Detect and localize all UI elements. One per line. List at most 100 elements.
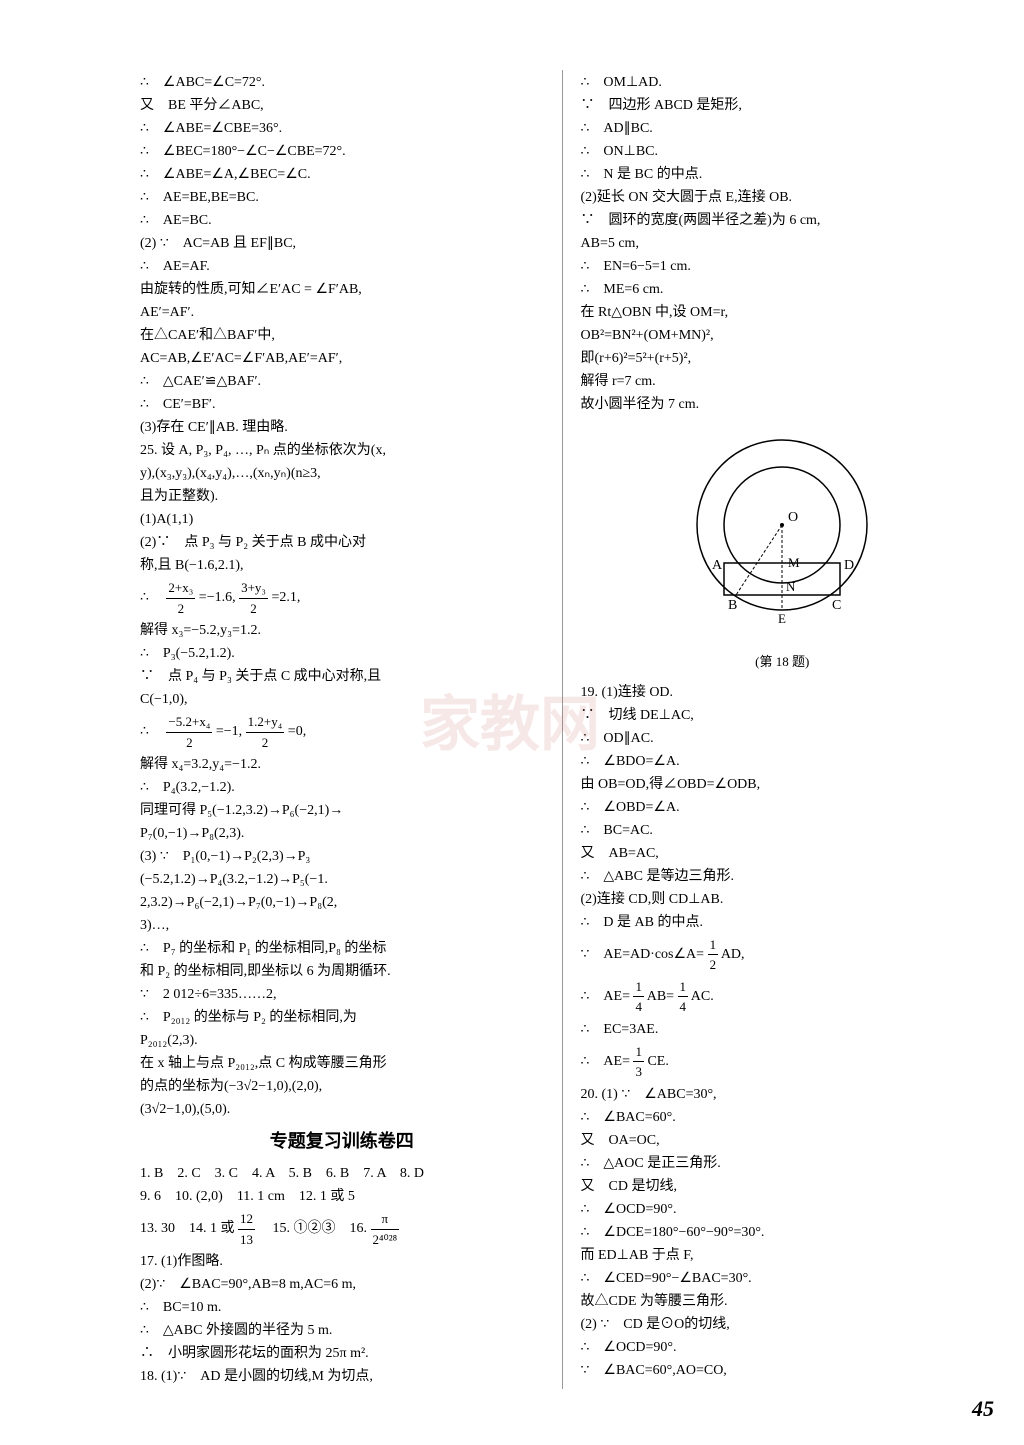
text-line: ∴ ∠BAC=60°.: [581, 1107, 985, 1128]
numerator: 1.2+y₄: [246, 712, 285, 733]
text-line: (2) ∵ CD 是⊙O的切线,: [581, 1314, 985, 1335]
numerator: 1: [678, 977, 689, 998]
text: =2.1,: [271, 590, 300, 605]
text-line: 25. 设 A, P₃, P₄, …, Pₙ 点的坐标依次为(x,: [140, 440, 544, 461]
numerator: 12: [238, 1209, 255, 1230]
text-line: (2)延长 ON 交大圆于点 E,连接 OB.: [581, 187, 985, 208]
text-line: ∴ AD∥BC.: [581, 118, 985, 139]
fraction: 1 4: [633, 977, 644, 1017]
text-line: ∴ OD∥AC.: [581, 728, 985, 749]
numerator: 1: [633, 977, 644, 998]
text-line: 1. B 2. C 3. C 4. A 5. B 6. B 7. A 8. D: [140, 1163, 544, 1184]
text: 13. 30 14. 1 或: [140, 1221, 235, 1236]
text-line: ∴ OM⊥AD.: [581, 72, 985, 93]
denominator: 2: [246, 733, 285, 753]
text-line: 在 x 轴上与点 P₂₀₁₂,点 C 构成等腰三角形: [140, 1053, 544, 1074]
numerator: 1: [633, 1042, 644, 1063]
text-line: ∴ P₇ 的坐标和 P₁ 的坐标相同,P₈ 的坐标: [140, 938, 544, 959]
fraction: 1 3: [633, 1042, 644, 1082]
text-line: 由旋转的性质,可知∠E′AC = ∠F′AB,: [140, 279, 544, 300]
text-line: (2) ∵ AC=AB 且 EF∥BC,: [140, 233, 544, 254]
label-M: M: [788, 555, 800, 570]
text: CE.: [647, 1054, 668, 1069]
text-line: AB=5 cm,: [581, 233, 985, 254]
text-line: P₂₀₁₂(2,3).: [140, 1030, 544, 1051]
text: =−1.6,: [199, 590, 239, 605]
denominator: 2: [166, 733, 212, 753]
label-C: C: [832, 598, 841, 613]
text-line: AE′=AF′.: [140, 302, 544, 323]
figure-18: O A D B C M N E (第 18 题): [581, 425, 985, 672]
text-line: ∴ ∠BDO=∠A.: [581, 751, 985, 772]
text-line: 9. 6 10. (2,0) 11. 1 cm 12. 1 或 5: [140, 1186, 544, 1207]
text-line: ∴ ∠DCE=180°−60°−90°=30°.: [581, 1222, 985, 1243]
text-line: (2)∵ ∠BAC=90°,AB=8 m,AC=6 m,: [140, 1274, 544, 1295]
text-line: ∵ 四边形 ABCD 是矩形,: [581, 95, 985, 116]
text-line: 又 AB=AC,: [581, 843, 985, 864]
text-line: ∴ ∠OBD=∠A.: [581, 797, 985, 818]
denominator: 4: [678, 997, 689, 1017]
label-E: E: [778, 611, 786, 626]
text-line: 19. (1)连接 OD.: [581, 682, 985, 703]
fraction: π 2⁴⁰²⁸: [371, 1209, 400, 1249]
text-line: 17. (1)作图略.: [140, 1251, 544, 1272]
denominator: 2: [708, 955, 719, 975]
text-line: ∴ ∠ABE=∠CBE=36°.: [140, 118, 544, 139]
answer-line-13: 13. 30 14. 1 或 12 13 15. ①②③ 16. π 2⁴⁰²⁸: [140, 1209, 544, 1249]
text-line: ∴ ∠ABC=∠C=72°.: [140, 72, 544, 93]
text-line: 而 ED⊥AB 于点 F,: [581, 1245, 985, 1266]
text-line: ∴ ∠CED=90°−∠BAC=30°.: [581, 1268, 985, 1289]
label-D: D: [844, 558, 854, 573]
text-line: 故△CDE 为等腰三角形.: [581, 1291, 985, 1312]
text: ∵ AE=AD·cos∠A=: [581, 947, 705, 962]
text-line: ∴ △ABC 外接圆的半径为 5 m.: [140, 1320, 544, 1341]
fraction: 1 2: [708, 935, 719, 975]
denominator: 4: [633, 997, 644, 1017]
text-line: ∴ AE=AF.: [140, 256, 544, 277]
denominator: 2⁴⁰²⁸: [371, 1230, 400, 1250]
fraction: 2+x₃ 2: [166, 578, 195, 618]
text-line: ∴ ME=6 cm.: [581, 279, 985, 300]
label-N: N: [786, 579, 796, 594]
page-number: 45: [972, 1392, 994, 1425]
text-line: 由 OB=OD,得∠OBD=∠ODB,: [581, 774, 985, 795]
text: AB=: [647, 989, 674, 1004]
text-line: ∵ ∠BAC=60°,AO=CO,: [581, 1360, 985, 1381]
text-line: ∵ 2 012÷6=335……2,: [140, 984, 544, 1005]
text-line: ∴ ∠BEC=180°−∠C−∠CBE=72°.: [140, 141, 544, 162]
fraction: 3+y₃ 2: [239, 578, 268, 618]
denominator: 2: [239, 599, 268, 619]
text-line: y),(x₃,y₃),(x₄,y₄),…,(xₙ,yₙ)(n≥3,: [140, 463, 544, 484]
text-line: ∴ BC=10 m.: [140, 1297, 544, 1318]
text-line: OB²=BN²+(OM+MN)²,: [581, 325, 985, 346]
label-B: B: [728, 598, 737, 613]
text: AD,: [721, 947, 745, 962]
text-line: ∴ ∠OCD=90°.: [581, 1337, 985, 1358]
numerator: 3+y₃: [239, 578, 268, 599]
text-line: 解得 r=7 cm.: [581, 371, 985, 392]
text-line: ∴ P₃(−5.2,1.2).: [140, 643, 544, 664]
text-line: ∴ ON⊥BC.: [581, 141, 985, 162]
text-line: 称,且 B(−1.6,2.1),: [140, 555, 544, 576]
label-O: O: [788, 510, 798, 525]
text: ∴ AE=: [581, 1054, 630, 1069]
text: =−1,: [216, 724, 246, 739]
text-line: (2)连接 CD,则 CD⊥AB.: [581, 889, 985, 910]
text-line: (3)存在 CE′∥AB. 理由略.: [140, 417, 544, 438]
text-line: (1)A(1,1): [140, 509, 544, 530]
numerator: 1: [708, 935, 719, 956]
text-line: 故小圆半径为 7 cm.: [581, 394, 985, 415]
text-line: ∴ P₂₀₁₂ 的坐标与 P₂ 的坐标相同,为: [140, 1007, 544, 1028]
text-line: P₇(0,−1)→P₈(2,3).: [140, 823, 544, 844]
text-line: 解得 x₃=−5.2,y₃=1.2.: [140, 620, 544, 641]
text-line: 和 P₂ 的坐标相同,即坐标以 6 为周期循环.: [140, 961, 544, 982]
text-line: 解得 x₄=3.2,y₄=−1.2.: [140, 754, 544, 775]
text-line: ∵ 圆环的宽度(两圆半径之差)为 6 cm,: [581, 210, 985, 231]
text-line: ∴ AE=BE,BE=BC.: [140, 187, 544, 208]
fraction: 12 13: [238, 1209, 255, 1249]
fraction-line-r3: ∴ AE= 1 3 CE.: [581, 1042, 985, 1082]
text-line: 的点的坐标为(−3√2−1,0),(2,0),: [140, 1076, 544, 1097]
text-line: ∴ D 是 AB 的中点.: [581, 912, 985, 933]
fraction-line-r2: ∴ AE= 1 4 AB= 1 4 AC.: [581, 977, 985, 1017]
fraction: 1 4: [678, 977, 689, 1017]
